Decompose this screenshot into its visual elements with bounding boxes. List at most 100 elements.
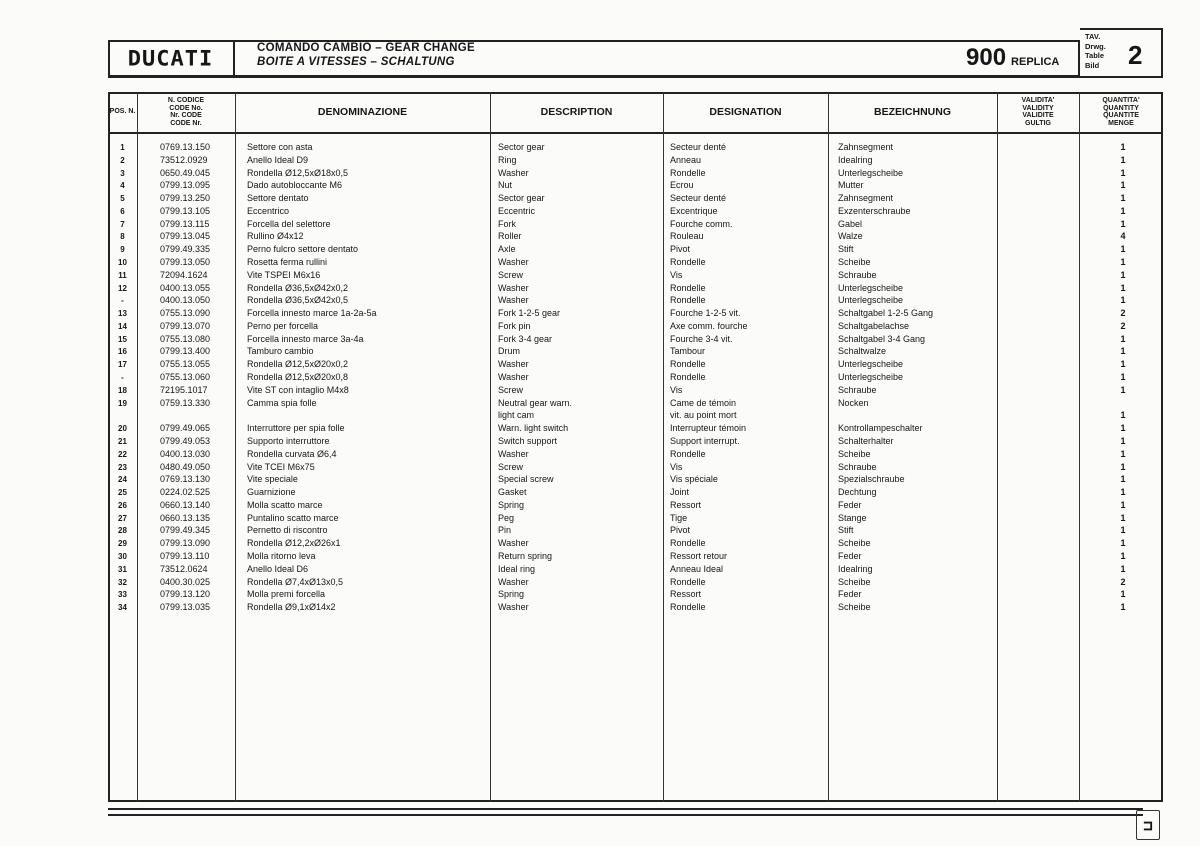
cell-description: light cam [498,410,535,421]
cell-denominazione: Vite speciale [247,474,298,485]
cell-code: 0400.13.055 [160,282,211,293]
table-labels: TAV. Drwg. Table Bild [1085,32,1106,70]
cell-designation: Rondelle [670,167,706,178]
cell-code: 0755.13.055 [160,359,211,370]
cell-quantity: 1 [1120,167,1126,178]
cell-designation: Secteur denté [670,193,727,204]
cell-quantity: 1 [1120,282,1126,293]
cell-quantity: 1 [1120,474,1126,485]
bild-label: Bild [1085,60,1100,70]
cell-code: 0400.30.025 [160,576,211,587]
drwg-label: Drwg. [1085,41,1106,51]
table-row: 13 0755.13.090 Forcella innesto marce 1a-2… [108,307,1163,320]
cell-designation: Pivot [670,525,691,536]
table-row: - 0755.13.060 Rondella Ø12,5xØ20x0,8 Washer… [108,371,1163,384]
cell-denominazione: Interruttore per spia folle [247,423,345,434]
cell-code: 0799.13.110 [160,550,210,561]
cell-description: Warn. light switch [498,423,569,434]
cell-pos: 24 [118,475,127,485]
cell-code: 0799.13.095 [160,180,211,191]
cell-quantity: 1 [1120,550,1126,561]
cell-quantity: 1 [1120,359,1126,370]
header-divider [108,132,1163,134]
cell-designation: Vis [670,269,683,280]
cell-denominazione: Perno per forcella [247,320,319,331]
cell-code: 0799.13.105 [160,205,211,216]
cell-bezeichnung: Unterlegscheibe [838,359,904,370]
cell-quantity: 1 [1120,423,1126,434]
cell-code: 0799.13.115 [160,218,210,229]
cell-quantity: 1 [1120,218,1126,229]
cell-denominazione: Anello Ideal D9 [247,154,309,165]
cell-description: Eccentric [498,205,536,216]
cell-pos: 22 [118,449,127,459]
cell-denominazione: Puntalino scatto marce [247,512,339,523]
cell-bezeichnung: Feder [838,589,862,600]
cell-description: Special screw [498,474,554,485]
cell-pos: 4 [120,181,125,191]
cell-code: 0799.13.250 [160,193,211,204]
cell-denominazione: Anello Ideal D6 [247,563,309,574]
cell-pos: 12 [118,283,127,293]
cell-denominazione: Tamburo cambio [247,346,314,357]
table-row: 6 0799.13.105 Eccentrico Eccentric Excentriq… [108,205,1163,218]
cell-description: Washer [498,602,529,613]
table-row: 22 0400.13.030 Rondella curvata Ø6,4 Washer… [108,448,1163,461]
cell-quantity: 1 [1120,525,1126,536]
title-line-2: BOITE A VITESSES – SCHALTUNG [257,56,455,68]
cell-pos: - [121,373,124,383]
cell-designation: Fourche 1-2-5 vit. [670,308,741,319]
cell-designation: Joint [670,487,690,498]
column-header-quantity: QUANTITA' QUANTITY QUANTITE MENGE [1102,97,1140,127]
model-name: 900 REPLICA [966,44,1059,72]
cell-designation: Tige [670,512,688,523]
cell-code: 0799.49.053 [160,435,211,446]
cell-code: 0799.13.400 [160,346,211,357]
cell-denominazione: Rondella Ø12,2xØ26x1 [247,538,341,549]
column-divider [663,92,664,802]
cell-denominazione: Rondella Ø36,5xØ42x0,5 [247,295,349,306]
cell-quantity: 1 [1120,372,1126,383]
cell-pos: 20 [118,424,127,434]
cell-code: 0755.13.080 [160,333,211,344]
cell-bezeichnung: Feder [838,550,862,561]
cell-code: 0650.49.045 [160,167,211,178]
cell-description: Fork 1-2-5 gear [498,308,561,319]
cell-designation: Secteur denté [670,142,727,152]
cell-quantity: 2 [1120,576,1126,587]
cell-designation: Rondelle [670,576,706,587]
cell-designation: Ressort [670,499,702,510]
cell-description: Switch support [498,435,558,446]
header-box [108,40,1080,78]
cell-description: Washer [498,359,529,370]
cell-bezeichnung: Schraube [838,461,877,472]
cell-code: 0480.49.050 [160,461,211,472]
cell-quantity: 1 [1120,346,1126,357]
table-row: 32 0400.30.025 Rondella Ø7,4xØ13x0,5 Washer… [108,576,1163,589]
cell-code: 73512.0624 [160,563,208,574]
cell-pos: 10 [118,258,127,268]
cell-code: 0755.13.060 [160,372,211,383]
cell-description: Pin [498,525,512,536]
cell-quantity: 1 [1120,295,1126,306]
column-divider [490,92,491,802]
cell-code: 0769.13.130 [160,474,211,485]
column-divider [235,92,236,802]
cell-designation: Rondelle [670,257,706,268]
cell-denominazione: Rondella Ø12,5xØ20x0,2 [247,359,349,370]
table-row: light cam vit. au point mort 1 [108,409,1163,422]
table-row: 2 73512.0929 Anello Ideal D9 Ring Anneau Idea… [108,154,1163,167]
table-row: 14 0799.13.070 Perno per forcella Fork pin A… [108,320,1163,333]
table-row: 29 0799.13.090 Rondella Ø12,2xØ26x1 Washer R… [108,537,1163,550]
parts-table [108,92,1163,802]
cell-bezeichnung: Schraube [838,384,877,395]
table-row: 8 0799.13.045 Rullino Ø4x12 Roller Rouleau Wa… [108,230,1163,243]
table-number: 2 [1128,40,1143,70]
cell-description: Drum [498,346,520,357]
cell-quantity: 1 [1120,193,1126,204]
cell-pos: 16 [118,347,127,357]
table-row: 16 0799.13.400 Tamburo cambio Drum Tambour Sc… [108,345,1163,358]
cell-quantity: 1 [1120,487,1126,498]
cell-bezeichnung: Unterlegscheibe [838,282,904,293]
cell-pos: 14 [118,321,127,331]
